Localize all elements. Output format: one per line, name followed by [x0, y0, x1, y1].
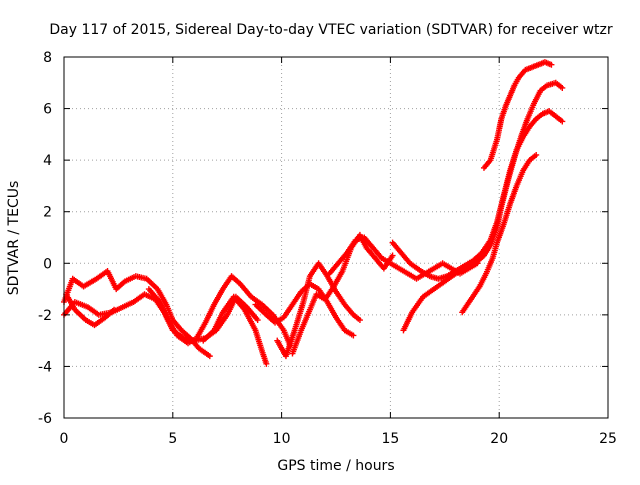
y-tick-label: -2: [38, 308, 52, 324]
series-markers: [400, 79, 566, 334]
y-tick-label: 8: [43, 50, 52, 66]
y-tick-label: 4: [43, 153, 52, 169]
series-sat-i: [326, 234, 481, 282]
series-sat-c: [63, 291, 118, 329]
x-tick-label: 20: [490, 431, 508, 447]
series-markers: [63, 291, 118, 329]
x-axis-label: GPS time / hours: [277, 458, 394, 474]
series-sat-k: [400, 79, 566, 334]
y-tick-label: 0: [43, 256, 52, 272]
plot-frame: [63, 56, 609, 419]
y-tick-label: -6: [38, 411, 52, 427]
series-markers: [480, 59, 555, 171]
y-tick-label: -4: [38, 359, 52, 375]
chart-title: Day 117 of 2015, Sidereal Day-to-day VTE…: [49, 22, 613, 38]
y-tick-label: 6: [43, 102, 52, 118]
x-tick-label: 10: [273, 431, 291, 447]
axis-ticks: [63, 56, 609, 419]
data-markers: [61, 59, 566, 367]
y-axis-label: SDTVAR / TECUs: [6, 181, 22, 296]
series-sat-e: [200, 293, 270, 367]
series-markers: [459, 151, 540, 316]
x-tick-label: 25: [599, 431, 617, 447]
series-markers: [200, 293, 270, 367]
tick-labels: 0 5 10 15 20 25 -6 -4 -2 0 2 4 6 8: [38, 50, 617, 447]
x-tick-label: 0: [60, 431, 69, 447]
y-tick-label: 2: [43, 205, 52, 221]
x-tick-label: 5: [168, 431, 177, 447]
series-sat-m: [480, 59, 555, 171]
series-markers: [326, 234, 481, 282]
series-sat-l: [459, 151, 540, 316]
x-tick-label: 15: [381, 431, 399, 447]
